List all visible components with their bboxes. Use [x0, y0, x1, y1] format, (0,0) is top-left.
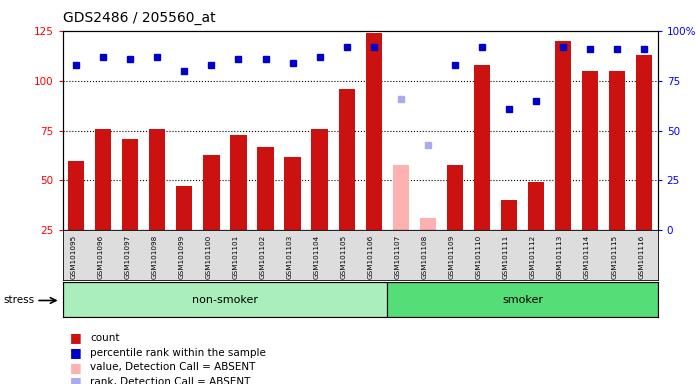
Bar — [122, 139, 139, 230]
Text: GSM101099: GSM101099 — [178, 234, 184, 279]
Text: value, Detection Call = ABSENT: value, Detection Call = ABSENT — [90, 362, 256, 372]
Bar — [582, 71, 598, 230]
Text: ■: ■ — [70, 346, 81, 359]
Bar — [365, 33, 382, 230]
Bar — [95, 129, 111, 230]
Text: GSM101107: GSM101107 — [395, 234, 401, 279]
Text: GSM101115: GSM101115 — [611, 234, 617, 279]
Text: GSM101106: GSM101106 — [367, 234, 374, 279]
Text: GSM101108: GSM101108 — [422, 234, 428, 279]
Bar — [149, 129, 166, 230]
Bar — [474, 65, 490, 230]
Bar — [63, 282, 387, 317]
Text: GSM101110: GSM101110 — [476, 234, 482, 279]
Bar — [555, 41, 571, 230]
Text: GSM101112: GSM101112 — [530, 234, 536, 279]
Bar — [420, 218, 436, 230]
Text: ■: ■ — [70, 375, 81, 384]
Bar — [387, 282, 658, 317]
Text: GSM101095: GSM101095 — [70, 234, 76, 279]
Bar — [609, 71, 625, 230]
Bar — [501, 200, 517, 230]
Text: GSM101102: GSM101102 — [260, 234, 265, 279]
Text: non-smoker: non-smoker — [192, 295, 258, 305]
Text: stress: stress — [3, 295, 35, 305]
Text: GSM101103: GSM101103 — [287, 234, 292, 279]
Bar — [176, 187, 193, 230]
Text: GSM101100: GSM101100 — [205, 234, 212, 279]
Text: ■: ■ — [70, 331, 81, 344]
Bar — [68, 161, 84, 230]
Text: GSM101113: GSM101113 — [557, 234, 563, 279]
Bar — [338, 89, 355, 230]
Text: GSM101097: GSM101097 — [125, 234, 130, 279]
Text: GSM101114: GSM101114 — [584, 234, 590, 279]
Text: smoker: smoker — [502, 295, 543, 305]
Bar — [636, 55, 652, 230]
Bar — [230, 134, 246, 230]
Text: GSM101101: GSM101101 — [232, 234, 239, 279]
Text: GSM101116: GSM101116 — [638, 234, 644, 279]
Text: GSM101111: GSM101111 — [503, 234, 509, 279]
Bar — [393, 164, 409, 230]
Text: GSM101104: GSM101104 — [314, 234, 319, 279]
Bar — [447, 164, 463, 230]
Bar — [203, 154, 219, 230]
Bar — [258, 147, 274, 230]
Text: percentile rank within the sample: percentile rank within the sample — [90, 348, 267, 358]
Text: GSM101105: GSM101105 — [340, 234, 347, 279]
Bar — [528, 182, 544, 230]
Text: GSM101109: GSM101109 — [449, 234, 455, 279]
Text: rank, Detection Call = ABSENT: rank, Detection Call = ABSENT — [90, 377, 251, 384]
Text: GSM101098: GSM101098 — [151, 234, 157, 279]
Text: GSM101096: GSM101096 — [97, 234, 103, 279]
Bar — [312, 129, 328, 230]
Text: count: count — [90, 333, 120, 343]
Text: ■: ■ — [70, 361, 81, 374]
Bar — [285, 157, 301, 230]
Text: GDS2486 / 205560_at: GDS2486 / 205560_at — [63, 11, 215, 25]
